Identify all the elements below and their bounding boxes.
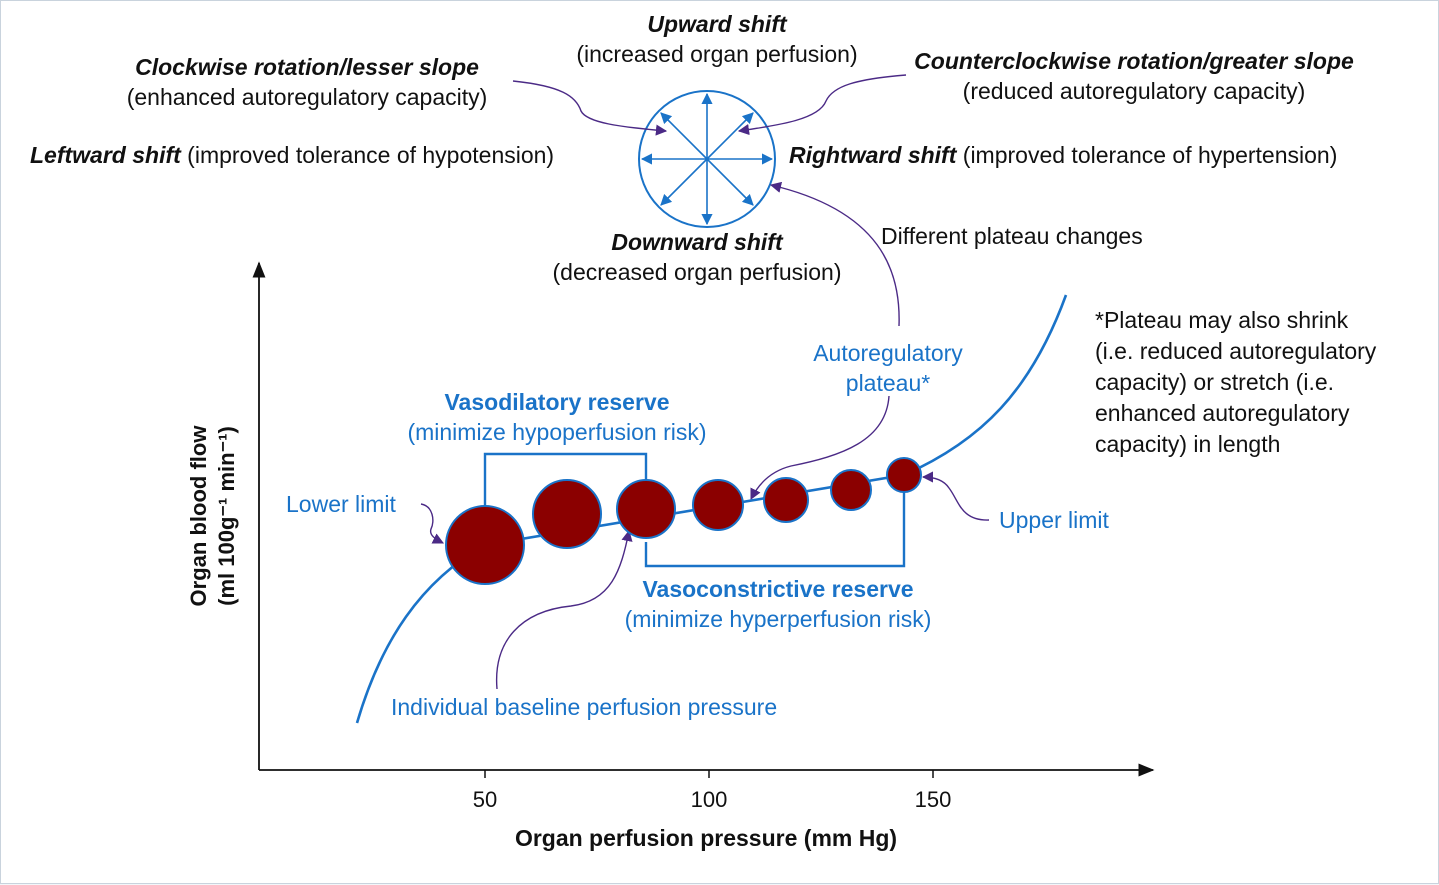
upward-shift-title: Upward shift (647, 11, 787, 37)
clockwise-title: Clockwise rotation/lesser slope (135, 54, 479, 80)
leftward-shift-title: Leftward shift (30, 142, 181, 168)
counterclockwise-label: Counterclockwise rotation/greater slope … (914, 46, 1354, 106)
leftward-shift-label: Leftward shift (improved tolerance of hy… (30, 140, 554, 170)
plateau-note-line: (i.e. reduced autoregulatory (1095, 338, 1377, 364)
autoregulatory-plateau-label: Autoregulatory plateau* (813, 338, 963, 398)
plateau-changes-label: Different plateau changes (881, 223, 1143, 249)
plateau-circle (692, 479, 744, 531)
downward-shift-label: Downward shift (decreased organ perfusio… (553, 227, 842, 287)
plateau-line-2: plateau* (845, 370, 931, 396)
plateau-circle (616, 479, 676, 539)
vasoconstrictive-desc: (minimize hyperperfusion risk) (624, 606, 932, 632)
y-axis-label-line-1: Organ blood flow (186, 425, 211, 607)
plateau-line-1: Autoregulatory (813, 340, 963, 366)
counterclockwise-title: Counterclockwise rotation/greater slope (914, 48, 1354, 74)
chart-axes (252, 261, 1155, 778)
vasodilatory-title: Vasodilatory reserve (444, 389, 670, 415)
x-axis-label: Organ perfusion pressure (mm Hg) (514, 825, 898, 851)
upward-shift-label: Upward shift (increased organ perfusion) (576, 9, 857, 69)
callout-arrow-clockwise (512, 80, 668, 136)
plateau-note-line: *Plateau may also shrink (1095, 307, 1349, 333)
upward-shift-desc: (increased organ perfusion) (576, 41, 858, 67)
callout-arrow-plateau (750, 395, 890, 501)
rightward-shift-desc: (improved tolerance of hypertension) (962, 142, 1338, 168)
downward-shift-desc: (decreased organ perfusion) (552, 259, 842, 285)
y-axis-label-line-2: (ml 100g⁻¹ min⁻¹) (214, 426, 239, 606)
plateau-note: *Plateau may also shrink (i.e. reduced a… (1095, 305, 1376, 460)
rightward-shift-label: Rightward shift (improved tolerance of h… (789, 140, 1337, 170)
plateau-note-line: enhanced autoregulatory (1095, 400, 1350, 426)
plateau-note-line: capacity) in length (1095, 431, 1281, 457)
plateau-circle (445, 505, 525, 585)
callout-arrow-baseline (495, 529, 633, 690)
shift-compass (638, 90, 776, 228)
vasoconstrictive-reserve-label: Vasoconstrictive reserve (minimize hyper… (625, 574, 932, 634)
compass-arrow-upleft (660, 112, 708, 160)
plateau-circle (886, 457, 922, 493)
x-tick-label: 100 (690, 787, 728, 812)
x-tick-label: 50 (472, 787, 498, 812)
compass-arrow-downright (706, 158, 754, 206)
vasoconstrictive-bracket (644, 491, 906, 568)
plateau-circle (532, 479, 602, 549)
callout-arrow-lower-limit (420, 503, 445, 544)
compass-arrow-downleft (660, 158, 708, 206)
clockwise-desc: (enhanced autoregulatory capacity) (126, 84, 488, 110)
vasoconstrictive-title: Vasoconstrictive reserve (642, 576, 914, 602)
callout-arrow-upper-limit (921, 471, 990, 521)
upper-limit-label: Upper limit (999, 507, 1109, 533)
callout-arrow-plateau-changes (769, 181, 900, 327)
clockwise-label: Clockwise rotation/lesser slope (enhance… (127, 52, 488, 112)
vasodilatory-desc: (minimize hypoperfusion risk) (407, 419, 707, 445)
y-axis-label: Organ blood flow (ml 100g⁻¹ min⁻¹) (185, 426, 241, 607)
plateau-circle (830, 469, 872, 511)
counterclockwise-desc: (reduced autoregulatory capacity) (962, 78, 1306, 104)
compass-arrow-upright (706, 112, 754, 160)
leftward-shift-desc: (improved tolerance of hypotension) (187, 142, 555, 168)
rightward-shift-title: Rightward shift (789, 142, 957, 168)
x-tick-label: 150 (914, 787, 952, 812)
vasodilatory-reserve-label: Vasodilatory reserve (minimize hypoperfu… (407, 387, 706, 447)
plateau-circle (763, 477, 809, 523)
callout-arrow-counterclockwise (737, 74, 907, 136)
lower-limit-label: Lower limit (286, 491, 396, 517)
baseline-pressure-label: Individual baseline perfusion pressure (391, 694, 778, 720)
downward-shift-title: Downward shift (611, 229, 783, 255)
plateau-note-line: capacity) or stretch (i.e. (1095, 369, 1335, 395)
